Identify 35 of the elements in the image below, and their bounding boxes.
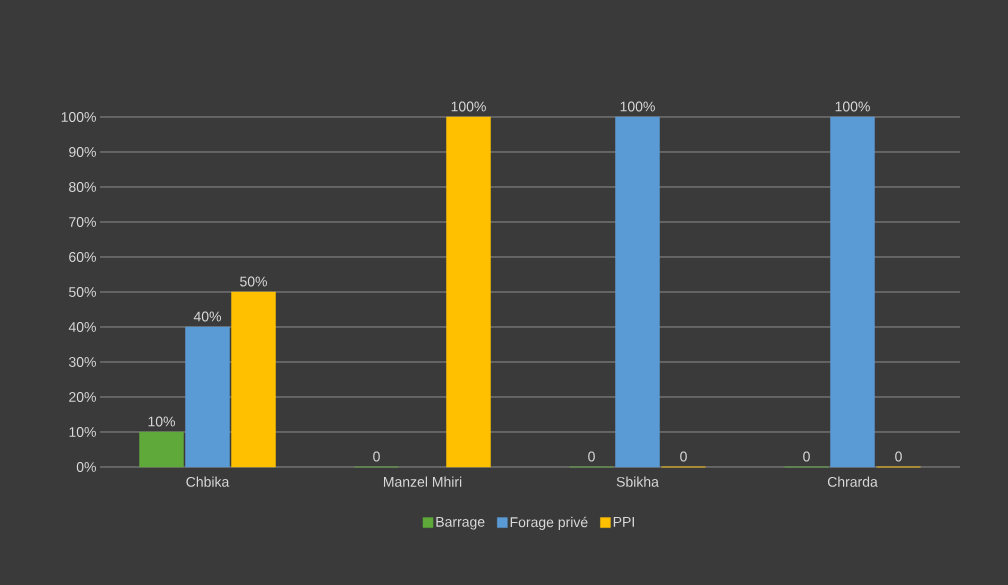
- y-tick-label: 60%: [69, 252, 96, 262]
- y-tick-label: 80%: [69, 182, 96, 192]
- bar: [446, 116, 491, 468]
- legend-label: Forage privé: [510, 516, 588, 530]
- data-label: 50%: [240, 276, 268, 287]
- x-tick-label: Chbika: [186, 476, 230, 487]
- bar: [615, 116, 660, 468]
- data-label: 0: [680, 451, 687, 462]
- x-tick-label: Chrarda: [827, 476, 878, 487]
- x-tick-label: Sbikha: [616, 476, 659, 487]
- bar: [139, 431, 184, 468]
- data-label: 100%: [451, 101, 486, 112]
- y-tick-label: 10%: [69, 427, 96, 437]
- data-label: 0: [803, 451, 810, 462]
- y-tick-label: 0%: [76, 462, 96, 472]
- data-label: 100%: [620, 101, 655, 112]
- data-label: 0: [373, 451, 380, 462]
- y-tick-label: 70%: [69, 217, 96, 227]
- data-label: 100%: [835, 101, 870, 112]
- bar: [830, 116, 875, 468]
- data-label: 10%: [148, 416, 176, 427]
- data-label: 0: [895, 451, 902, 462]
- data-label: 40%: [193, 311, 222, 322]
- y-tick-label: 30%: [68, 357, 96, 367]
- x-tick-label: Manzel Mhiri: [383, 476, 462, 487]
- y-tick-label: 40%: [68, 322, 96, 332]
- y-tick-label: 20%: [69, 392, 96, 402]
- legend-label: PPI: [613, 517, 634, 527]
- data-label: 0: [588, 451, 595, 462]
- y-tick-label: 50%: [69, 287, 96, 297]
- bar: [185, 326, 230, 468]
- bar: [231, 291, 276, 468]
- y-tick-label: 100%: [61, 112, 96, 122]
- legend-label: Barrage: [436, 517, 485, 530]
- y-tick-label: 90%: [69, 147, 96, 157]
